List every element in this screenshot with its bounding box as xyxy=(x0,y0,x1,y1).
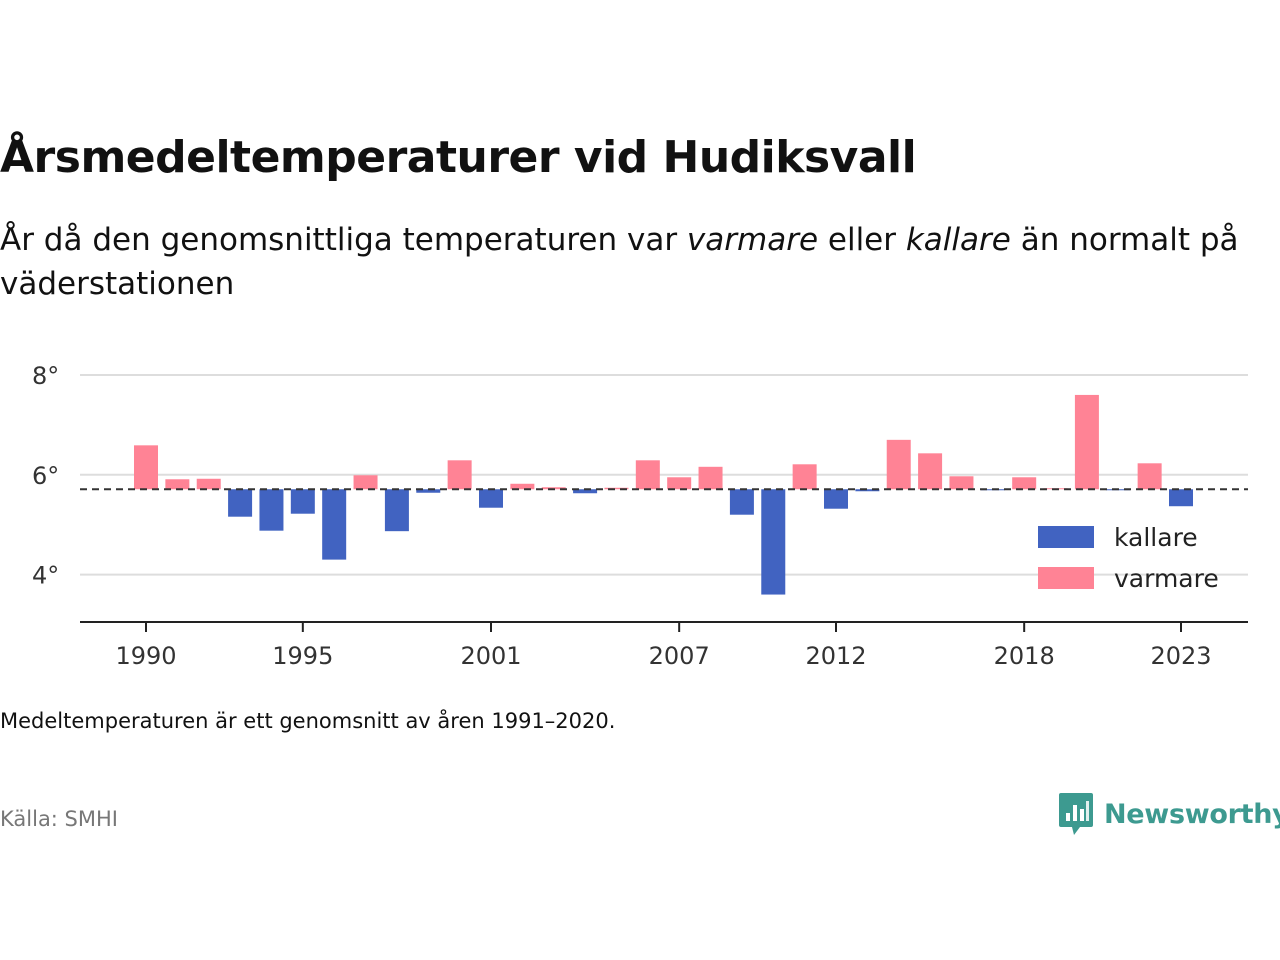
bar-1993 xyxy=(228,489,253,517)
legend-label-varmare: varmare xyxy=(1114,564,1219,593)
subtitle-text-1: År då den genomsnittliga temperaturen va… xyxy=(0,222,687,258)
subtitle-text-2: eller xyxy=(818,222,906,258)
y-tick-label-4: 4° xyxy=(32,562,59,590)
bar-2000 xyxy=(447,460,472,490)
x-tick-label-2001: 2001 xyxy=(460,642,521,670)
bar-2018 xyxy=(1012,477,1037,490)
bar-2020 xyxy=(1074,394,1099,490)
bar-chart-speech-bubble-icon xyxy=(1059,793,1093,835)
bar-1990 xyxy=(134,445,158,490)
bar-2014 xyxy=(886,439,911,490)
bar-1996 xyxy=(322,489,347,560)
bar-2005 xyxy=(604,487,629,490)
x-tick-label-2023: 2023 xyxy=(1150,642,1211,670)
bar-2012 xyxy=(824,489,848,509)
bar-chart: 4° 6° 8° 1990 1995 2001 2007 2012 2018 2023 kall… xyxy=(32,362,1248,670)
bars xyxy=(134,394,1193,595)
bar-2001 xyxy=(479,489,503,508)
chart-subtitle: År då den genomsnittliga temperaturen va… xyxy=(0,218,1270,306)
y-tick-label-6: 6° xyxy=(32,462,59,490)
bar-2015 xyxy=(918,453,943,490)
newsworthy-logo: Newsworthy xyxy=(1058,790,1280,838)
bar-1998 xyxy=(384,489,409,532)
x-axis-ticks: 1990 1995 2001 2007 2012 2018 2023 xyxy=(115,622,1212,670)
bar-1992 xyxy=(196,478,221,490)
bar-2007 xyxy=(667,477,692,490)
y-tick-label-8: 8° xyxy=(32,362,59,390)
footnote: Medeltemperaturen är ett genomsnitt av å… xyxy=(0,709,616,733)
legend-swatch-varmare xyxy=(1038,567,1094,589)
bar-2023 xyxy=(1169,489,1193,507)
bar-1997 xyxy=(353,475,378,490)
bar-2022 xyxy=(1137,463,1162,490)
bar-2002 xyxy=(510,483,535,490)
bar-2010 xyxy=(761,489,786,595)
bar-2006 xyxy=(635,460,660,490)
source-label: Källa: SMHI xyxy=(0,807,118,831)
legend: kallare varmare xyxy=(1038,523,1219,593)
x-tick-label-2018: 2018 xyxy=(994,642,1055,670)
subtitle-colder: kallare xyxy=(905,222,1011,258)
bar-2004 xyxy=(573,489,598,494)
bar-2013 xyxy=(855,489,880,492)
bar-1995 xyxy=(290,489,315,514)
x-tick-label-2007: 2007 xyxy=(649,642,710,670)
x-tick-label-2012: 2012 xyxy=(805,642,866,670)
x-tick-label-1995: 1995 xyxy=(272,642,333,670)
legend-label-kallare: kallare xyxy=(1114,523,1198,552)
bar-2011 xyxy=(792,464,817,490)
y-axis-ticks: 4° 6° 8° xyxy=(32,362,59,590)
legend-swatch-kallare xyxy=(1038,526,1094,548)
bar-2008 xyxy=(698,466,723,490)
bar-2016 xyxy=(949,476,974,490)
chart-title: Årsmedeltemperaturer vid Hudiksvall xyxy=(0,132,917,183)
subtitle-text-3: än normalt på väderstationen xyxy=(0,222,1239,302)
subtitle-warmer: varmare xyxy=(686,222,819,258)
brand-name: Newsworthy xyxy=(1104,798,1280,830)
bar-1994 xyxy=(259,489,284,531)
x-tick-label-1990: 1990 xyxy=(115,642,176,670)
bar-1991 xyxy=(165,479,190,490)
bar-2009 xyxy=(729,489,754,515)
bar-1999 xyxy=(416,489,441,493)
